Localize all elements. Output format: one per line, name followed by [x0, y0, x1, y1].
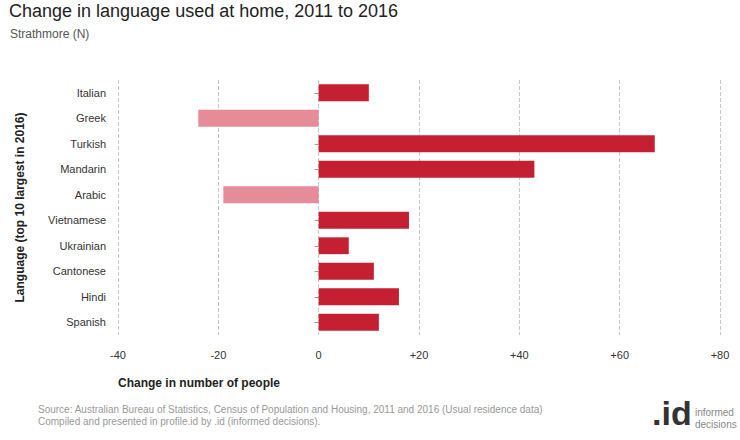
svg-text:Mandarin: Mandarin — [60, 163, 106, 175]
svg-text:Arabic: Arabic — [75, 189, 107, 201]
svg-text:Greek: Greek — [76, 112, 106, 124]
svg-text:+80: +80 — [711, 349, 730, 361]
svg-text:Cantonese: Cantonese — [53, 265, 106, 277]
svg-text:informed: informed — [695, 407, 734, 418]
svg-text:Compiled and presented in prof: Compiled and presented in profile.id by … — [38, 416, 320, 427]
svg-text:+40: +40 — [510, 349, 529, 361]
svg-text:Hindi: Hindi — [81, 291, 106, 303]
svg-text:Italian: Italian — [77, 87, 106, 99]
svg-text:Language (top 10 largest in 20: Language (top 10 largest in 2016) — [13, 112, 27, 302]
svg-text:Ukrainian: Ukrainian — [60, 240, 106, 252]
svg-text:Spanish: Spanish — [66, 316, 106, 328]
svg-text:Source: Australian Bureau of S: Source: Australian Bureau of Statistics,… — [38, 404, 543, 415]
svg-text:Strathmore (N): Strathmore (N) — [10, 27, 89, 41]
svg-text:-40: -40 — [110, 349, 126, 361]
svg-text:.id: .id — [652, 394, 692, 432]
svg-text:+60: +60 — [610, 349, 629, 361]
svg-text:Change in language used at hom: Change in language used at home, 2011 to… — [9, 1, 398, 21]
svg-text:+20: +20 — [410, 349, 429, 361]
svg-text:Change in number of people: Change in number of people — [118, 376, 280, 390]
svg-text:Vietnamese: Vietnamese — [48, 214, 106, 226]
svg-text:decisions: decisions — [695, 419, 737, 430]
svg-text:Turkish: Turkish — [70, 138, 106, 150]
svg-text:-20: -20 — [210, 349, 226, 361]
svg-text:0: 0 — [316, 349, 322, 361]
